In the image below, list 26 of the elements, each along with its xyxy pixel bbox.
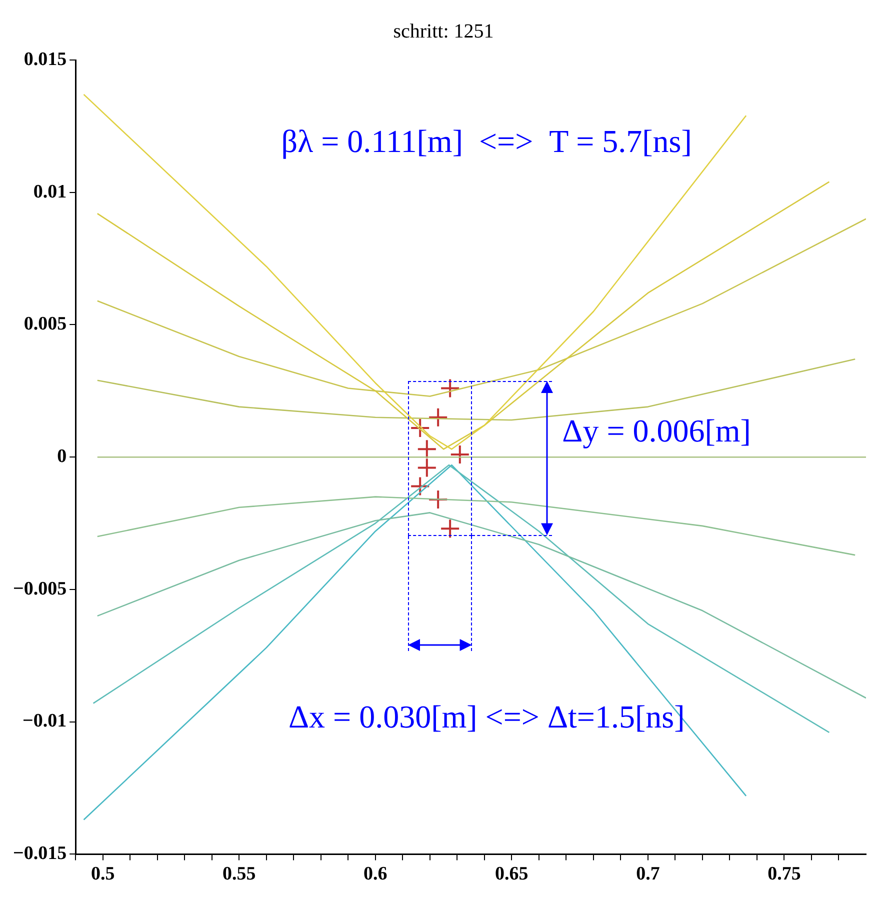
x-tick-label: 0.7 bbox=[636, 864, 660, 885]
y-tick-label: −0.005 bbox=[13, 578, 67, 600]
x-tick-label: 0.6 bbox=[364, 864, 388, 885]
x-tick-label: 0.55 bbox=[222, 864, 256, 885]
y-tick-label: −0.01 bbox=[22, 710, 67, 732]
y-tick-label: 0.015 bbox=[24, 48, 67, 70]
point bbox=[410, 418, 430, 438]
x-tick-label: 0.5 bbox=[90, 864, 115, 885]
point bbox=[440, 518, 460, 539]
point bbox=[450, 444, 470, 464]
x-tick-label: 0.75 bbox=[768, 864, 801, 885]
y-tick-label: 0.01 bbox=[33, 181, 67, 202]
point bbox=[416, 458, 437, 478]
point bbox=[440, 378, 460, 398]
y-tick-label: 0.005 bbox=[24, 314, 67, 335]
annotation: βλ = 0.111[m] <=> T = 5.7[ns] bbox=[281, 122, 692, 159]
point bbox=[410, 476, 430, 496]
annotation: Δx = 0.030[m] <=> Δt=1.5[ns] bbox=[288, 698, 685, 735]
y-tick-label: 0 bbox=[57, 446, 67, 468]
point bbox=[428, 489, 448, 510]
point bbox=[416, 439, 437, 460]
annotation: Δy = 0.006[m] bbox=[562, 412, 751, 449]
x-tick-label: 0.65 bbox=[495, 864, 528, 885]
point bbox=[428, 407, 448, 428]
y-tick-label: −0.015 bbox=[13, 843, 67, 864]
chart-title: schritt: 1251 bbox=[393, 20, 494, 42]
